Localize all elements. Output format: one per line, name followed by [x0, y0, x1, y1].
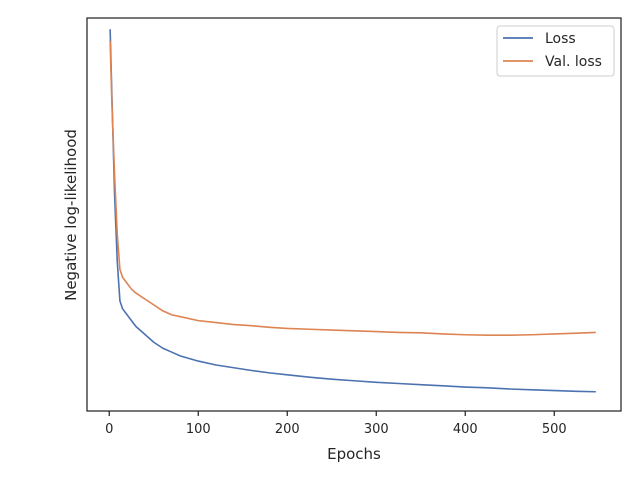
x-tick-label: 0	[105, 422, 113, 437]
y-axis-label: Negative log-likelihood	[62, 129, 80, 301]
series-layer	[109, 28, 596, 393]
x-tick-label: 100	[186, 422, 211, 437]
series-line-val-loss	[109, 40, 596, 336]
x-axis-label: Epochs	[327, 445, 381, 463]
legend-label-loss: Loss	[545, 31, 576, 47]
x-tick-label: 200	[275, 422, 300, 437]
x-tick-label: 300	[364, 422, 389, 437]
x-axis-ticks: 0 100 200 300 400 500	[105, 411, 567, 437]
legend-label-val-loss: Val. loss	[545, 54, 602, 70]
plot-frame	[86, 17, 622, 412]
series-line-loss	[109, 28, 596, 393]
x-tick-label: 500	[542, 422, 567, 437]
x-tick-label: 400	[453, 422, 478, 437]
legend: Loss Val. loss	[496, 25, 615, 77]
plot-area	[87, 18, 621, 411]
